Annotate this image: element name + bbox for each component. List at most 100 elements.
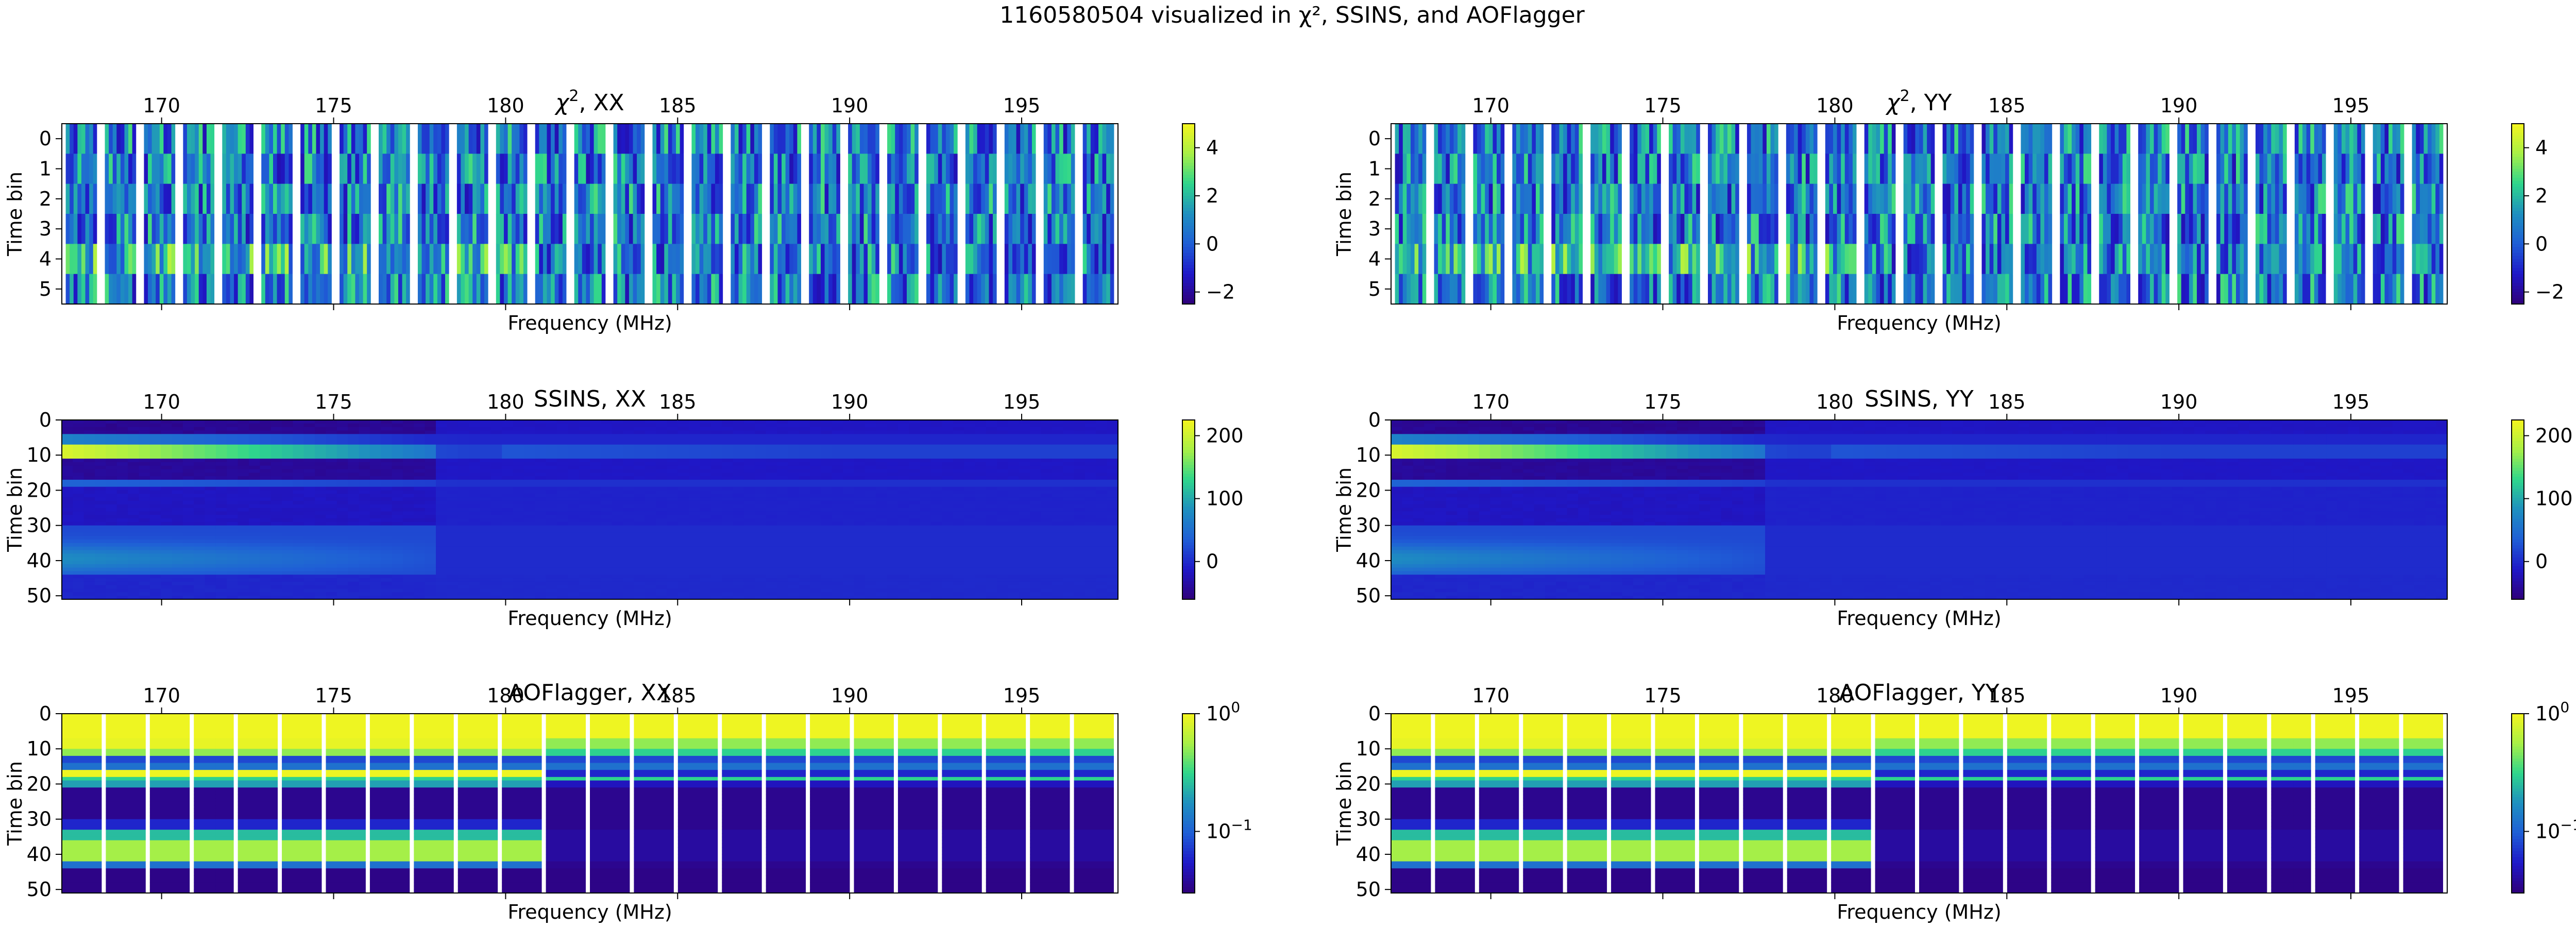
heatmap-cell [1856,274,1861,305]
heatmap-cell [1696,183,1701,214]
heatmap-cell [2032,124,2037,154]
heatmap-cell [62,480,73,484]
heatmap-cell [648,274,653,305]
heatmap-cell [1903,244,1908,275]
heatmap-cell [249,420,260,424]
chart-title: χ2, XX [554,87,624,116]
heatmap-cell [2169,183,2174,214]
heatmap-cell [139,585,150,589]
heatmap-cell [183,244,188,275]
heatmap-cell [1071,244,1076,275]
heatmap-cell [664,244,669,275]
heatmap-cell [731,244,735,275]
heatmap-cell [381,480,393,484]
heatmap-cell [303,546,315,551]
heatmap-cell [433,214,438,244]
heatmap-cell [238,578,249,582]
heatmap-cell [62,469,73,473]
heatmap-cell [801,244,806,275]
heatmap-cell [336,532,348,536]
heatmap-cell [2185,183,2190,214]
heatmap-cell [574,274,579,305]
heatmap-cell [2032,244,2037,275]
heatmap-cell [2028,274,2033,305]
heatmap-cell [1477,183,1482,214]
heatmap-cell [652,124,657,154]
heatmap-cell [2377,183,2381,214]
heatmap-cell [2095,124,2099,154]
heatmap-cell [1485,124,1489,154]
heatmap-cell [83,546,95,551]
heatmap-cell [1449,244,1454,275]
heatmap-cell [1895,154,1900,184]
heatmap-cell [95,557,107,561]
heatmap-cell [907,274,911,305]
heatmap-cell [1974,154,1978,184]
heatmap-cell [182,550,194,554]
heatmap-cell [136,274,141,305]
heatmap-cell [270,465,282,470]
heatmap-cell [210,154,215,184]
colorbar-segment [1182,190,1195,193]
heatmap-cell [1012,214,1017,244]
heatmap-cell [1461,124,1466,154]
heatmap-cell [1430,274,1435,305]
heatmap-cell [149,553,161,558]
heatmap-cell [2146,154,2150,184]
heatmap-cell [62,455,73,459]
heatmap-cell [1485,244,1489,275]
colorbar-frame [2511,123,2524,305]
heatmap-cell [106,543,117,547]
heatmap-cell [1016,244,1021,275]
heatmap-cell [2025,274,2029,305]
heatmap-cell [260,585,272,589]
heatmap-cell [1098,154,1103,184]
heatmap-cell [282,473,294,477]
heatmap-cell [392,459,403,463]
heatmap-cell [161,448,173,452]
heatmap-cell [2298,124,2303,154]
heatmap-cell [789,124,794,154]
heatmap-cell [106,596,117,600]
heatmap-cell [1837,183,1841,214]
heatmap-cell [2372,274,2377,305]
heatmap-cell [292,274,297,305]
heatmap-cell [1919,214,1924,244]
heatmap-cell [303,511,315,515]
heatmap-cell [359,511,370,515]
heatmap-cell [183,124,188,154]
heatmap-cell [2025,183,2029,214]
heatmap-cell [112,214,117,244]
heatmap-cell [139,469,150,473]
heatmap-cell [2216,244,2221,275]
heatmap-cell [182,588,194,593]
heatmap-cell [488,124,493,154]
heatmap-cell [480,124,485,154]
heatmap-cell [392,437,403,442]
heatmap-cell [468,124,473,154]
heatmap-cell [1938,214,1943,244]
colorbar-segment [1182,259,1195,263]
heatmap-cell [277,124,281,154]
heatmap-cell [500,154,504,184]
heatmap-cell [2419,274,2425,305]
heatmap-cell [1884,124,1888,154]
heatmap-cell [1942,154,1947,184]
heatmap-cell [348,462,360,466]
heatmap-cell [249,214,254,244]
heatmap-cell [336,465,348,470]
heatmap-cell [2232,214,2236,244]
heatmap-cell [2439,154,2444,184]
heatmap-cell [773,183,778,214]
heatmap-cell [684,183,688,214]
heatmap-cell [315,525,327,530]
heatmap-cell [245,183,250,214]
heatmap-cell [2263,244,2268,275]
heatmap-cell [734,124,739,154]
heatmap-cell [417,154,422,184]
heatmap-cell [303,465,315,470]
heatmap-cell [1970,183,1974,214]
heatmap-cell [1794,154,1799,184]
colorbar-segment [1182,205,1195,209]
